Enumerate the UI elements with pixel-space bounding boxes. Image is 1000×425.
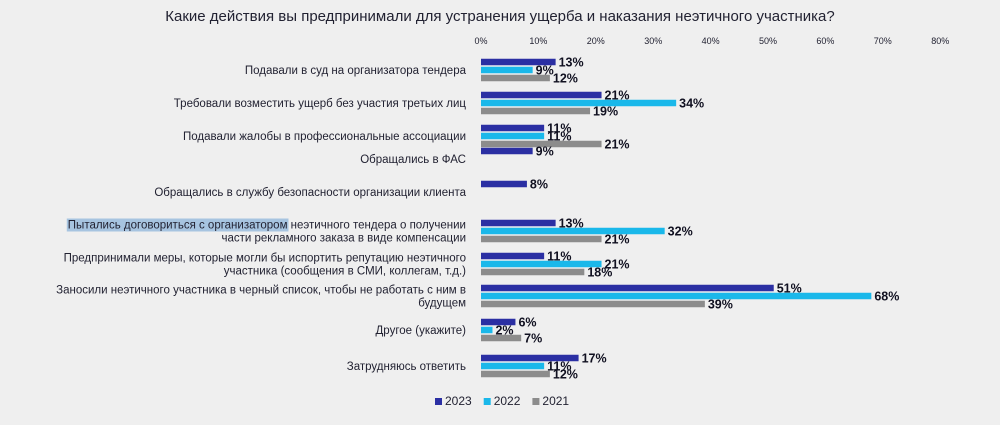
value-label-2021: 39% bbox=[708, 298, 733, 312]
bar-2022 bbox=[481, 292, 872, 300]
x-tick-label: 30% bbox=[644, 36, 662, 46]
value-label-2023: 11% bbox=[547, 122, 571, 136]
category-label: Обращались в ФАС bbox=[360, 154, 466, 166]
legend-swatch-2022 bbox=[483, 398, 491, 405]
bar-2021 bbox=[481, 235, 602, 243]
legend-swatch-2021 bbox=[532, 398, 540, 405]
x-tick-label: 80% bbox=[931, 36, 949, 46]
value-label-2023: 13% bbox=[559, 56, 584, 70]
bar-2021 bbox=[481, 140, 602, 148]
value-label-2021: 12% bbox=[553, 72, 578, 86]
value-label-2022: 2% bbox=[495, 324, 513, 338]
value-label-2023: 6% bbox=[518, 316, 536, 330]
category-label: Другое (укажите) bbox=[376, 325, 467, 337]
text-highlight bbox=[66, 218, 289, 232]
value-label-2021: 12% bbox=[553, 368, 578, 382]
x-tick-label: 10% bbox=[529, 36, 547, 46]
value-label-2022: 68% bbox=[874, 290, 899, 304]
x-tick-label: 20% bbox=[587, 36, 605, 46]
value-label-2021: 18% bbox=[587, 266, 612, 280]
category-label: участника (сообщения в СМИ, коллегам, т.… bbox=[224, 266, 466, 278]
category-label: Пытались договориться с организатором не… bbox=[68, 220, 466, 232]
bar-2023 bbox=[481, 219, 556, 227]
value-label-2023: 8% bbox=[530, 178, 548, 192]
bar-2022 bbox=[481, 326, 493, 334]
bar-2021 bbox=[481, 300, 705, 308]
value-label-2023: 13% bbox=[559, 217, 584, 231]
bar-2022 bbox=[481, 66, 533, 74]
value-label-2022: 21% bbox=[605, 258, 630, 272]
bar-2022 bbox=[481, 99, 677, 107]
bar-2021 bbox=[481, 370, 550, 378]
category-label: Предпринимали меры, которые могли бы исп… bbox=[64, 253, 466, 265]
bar-2023 bbox=[481, 91, 602, 99]
value-label-2021: 19% bbox=[593, 105, 618, 119]
legend-label: 2021 bbox=[542, 394, 569, 408]
bar-2023 bbox=[481, 147, 533, 155]
category-label: части рекламного заказа в виде компенсац… bbox=[221, 233, 466, 245]
bar-2023 bbox=[481, 180, 527, 188]
value-label-2021: 7% bbox=[524, 332, 542, 346]
category-label: Заносили неэтичного участника в черный с… bbox=[56, 285, 466, 297]
bar-2023 bbox=[481, 124, 545, 132]
x-tick-label: 70% bbox=[874, 36, 892, 46]
value-label-2023: 51% bbox=[777, 282, 802, 296]
bar-2023 bbox=[481, 252, 545, 260]
bar-2021 bbox=[481, 74, 550, 82]
category-label: Подавали жалобы в профессиональные ассоц… bbox=[183, 131, 466, 143]
bar-2022 bbox=[481, 132, 545, 140]
value-label-2023: 11% bbox=[547, 250, 571, 264]
value-label-2023: 9% bbox=[536, 145, 554, 159]
category-label: Обращались в службу безопасности организ… bbox=[154, 187, 466, 199]
bar-2022 bbox=[481, 260, 602, 268]
x-tick-label: 60% bbox=[816, 36, 834, 46]
value-label-2023: 17% bbox=[582, 352, 607, 366]
category-label: Подавали в суд на организатора тендера bbox=[245, 65, 467, 77]
x-tick-label: 50% bbox=[759, 36, 777, 46]
legend-swatch-2023 bbox=[435, 398, 442, 405]
bar-2022 bbox=[481, 227, 665, 235]
bar-2021 bbox=[481, 268, 585, 276]
value-label-2022: 11% bbox=[547, 130, 571, 144]
bar-2021 bbox=[481, 107, 591, 115]
value-label-2021: 21% bbox=[605, 233, 630, 247]
chart-title: Какие действия вы предпринимали для устр… bbox=[165, 8, 835, 25]
value-label-2022: 11% bbox=[547, 360, 571, 374]
legend-label: 2023 bbox=[445, 394, 472, 408]
bar-2023 bbox=[481, 354, 579, 362]
value-label-2022: 34% bbox=[679, 97, 704, 111]
category-label: Затрудняюсь ответить bbox=[347, 361, 466, 373]
x-tick-label: 0% bbox=[474, 36, 487, 46]
value-label-2023: 21% bbox=[605, 89, 630, 103]
value-label-2022: 32% bbox=[668, 225, 693, 239]
category-label: будущем bbox=[418, 298, 466, 310]
x-tick-label: 40% bbox=[702, 36, 720, 46]
value-label-2022: 9% bbox=[536, 64, 554, 78]
legend-label: 2022 bbox=[494, 394, 521, 408]
category-label: Требовали возместить ущерб без участия т… bbox=[174, 98, 467, 110]
bar-2021 bbox=[481, 334, 522, 342]
bar-2022 bbox=[481, 362, 545, 370]
value-label-2021: 21% bbox=[605, 138, 630, 152]
bar-2023 bbox=[481, 58, 556, 66]
bar-2023 bbox=[481, 284, 774, 292]
bar-2023 bbox=[481, 318, 516, 326]
